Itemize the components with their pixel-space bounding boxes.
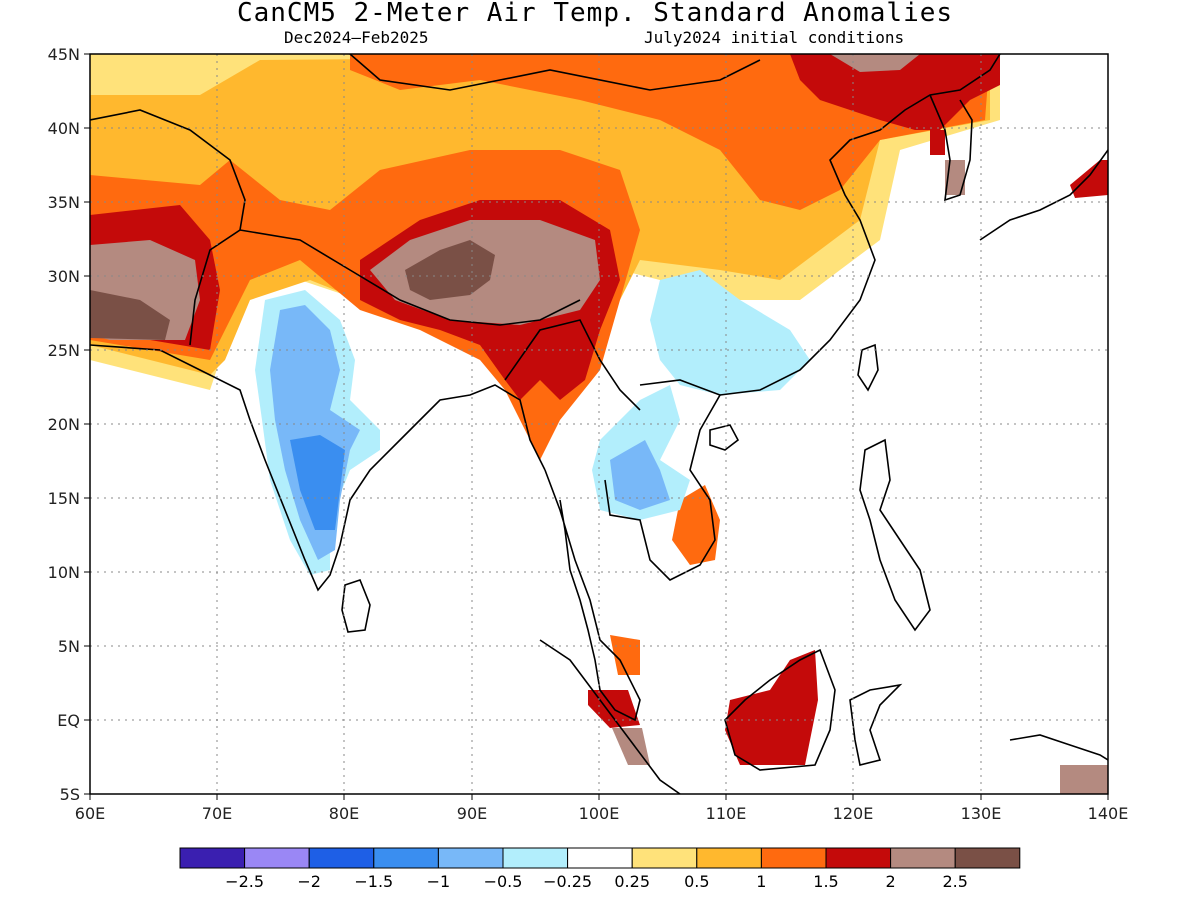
lat-tick-label: 45N <box>48 45 80 64</box>
colorbar-swatch <box>373 847 439 869</box>
coastline-sulawesi <box>849 683 903 766</box>
map-title: CanCM5 2-Meter Air Temp. Standard Anomal… <box>236 0 954 28</box>
anomaly-region-lightcyan-china <box>650 270 810 395</box>
colorbar-swatch <box>437 847 504 869</box>
lon-tick-label: 130E <box>961 804 1002 823</box>
coastline-korea <box>929 94 973 202</box>
coastline-india <box>90 344 546 592</box>
anomaly-region-orange-malaya <box>610 635 640 675</box>
lon-tick-label: 110E <box>706 804 747 823</box>
anomaly-region-orange-vietnam <box>672 485 720 565</box>
lon-tick-label: 120E <box>833 804 874 823</box>
lat-tick-labels: 5S EQ 5N 10N 15N 20N 25N 30N 35N 40N 45N <box>48 45 80 804</box>
lat-tick-label: 5N <box>58 637 80 656</box>
colorbar-label: 0.5 <box>684 872 709 891</box>
lon-tick-label: 80E <box>329 804 359 823</box>
anomaly-region-brown-newguinea <box>1060 765 1108 794</box>
colorbar-swatch <box>308 847 375 869</box>
gridlines <box>90 54 1108 794</box>
lon-tick-label: 90E <box>457 804 487 823</box>
anomaly-region-darkbrown-west <box>90 290 170 340</box>
anomaly-region-red-borneo <box>725 650 818 765</box>
border-west <box>90 109 246 346</box>
anomaly-region-brown-sumatra <box>612 728 650 765</box>
initial-conditions-subtitle: July2024 initial conditions <box>644 28 905 47</box>
colorbar-label: −2 <box>297 872 321 891</box>
anomaly-region-brown-northeast <box>830 54 920 72</box>
anomaly-region-lightblue-indochina <box>610 440 670 510</box>
coastline-srilanka <box>341 579 371 633</box>
lat-tick-label: 25N <box>48 341 80 360</box>
anomaly-region-red-japan <box>1070 160 1108 198</box>
colorbar-label: −0.5 <box>484 872 523 891</box>
lon-tick-label: 100E <box>579 804 620 823</box>
colorbar-label: 1.5 <box>813 872 838 891</box>
coastline-china <box>719 54 1001 396</box>
colorbar-swatch <box>825 847 892 869</box>
lat-tick-label: 40N <box>48 119 80 138</box>
colorbar-label: −0.25 <box>543 872 592 891</box>
lat-tick-label: 10N <box>48 563 80 582</box>
lat-tick-label: 15N <box>48 489 80 508</box>
lat-tick-label: 5S <box>60 785 80 804</box>
coastlines <box>90 54 1108 794</box>
colorbar: −2.5 −2 −1.5 −1 −0.5 −0.25 0.25 0.5 1 1.5 2 2.5 <box>179 847 1021 891</box>
border-mongolia <box>349 54 761 91</box>
anomaly-region-red-northeast <box>790 54 1000 130</box>
colorbar-label: 0.25 <box>614 872 650 891</box>
colorbar-swatch <box>890 847 956 869</box>
period-subtitle: Dec2024–Feb2025 <box>284 28 429 47</box>
lon-tick-labels: 60E 70E 80E 90E 100E 110E 120E 130E 140E <box>75 804 1129 823</box>
lon-tick-label: 70E <box>202 804 232 823</box>
anomaly-region-brown-korea <box>945 160 965 195</box>
colorbar-label: 1 <box>756 872 766 891</box>
colorbar-swatch <box>631 847 698 869</box>
lat-tick-label: 30N <box>48 267 80 286</box>
coastline-borneo <box>724 648 836 771</box>
colorbar-swatch <box>179 847 246 869</box>
anomaly-region-red-korea <box>930 130 945 155</box>
lat-tick-label: 35N <box>48 193 80 212</box>
colorbar-label: 2.5 <box>942 872 967 891</box>
lon-tick-label: 140E <box>1088 804 1129 823</box>
coastline-newguinea <box>1009 734 1108 761</box>
lat-tick-label: 20N <box>48 415 80 434</box>
anomaly-region-blue-india <box>290 435 345 530</box>
lat-tick-label: EQ <box>57 711 80 730</box>
border-himalaya <box>239 229 581 326</box>
colorbar-label: −1.5 <box>354 872 393 891</box>
coastline-taiwan <box>857 343 879 392</box>
colorbar-swatch <box>502 847 569 869</box>
colorbar-label: 2 <box>886 872 896 891</box>
colorbar-swatch <box>244 847 310 869</box>
colorbar-label: −1 <box>427 872 451 891</box>
coastline-hainan <box>709 424 740 451</box>
lon-tick-label: 60E <box>75 804 105 823</box>
tick-marks <box>84 53 1109 800</box>
colorbar-label: −2.5 <box>225 872 264 891</box>
colorbar-swatch <box>567 847 633 869</box>
coastline-philippines <box>859 438 931 632</box>
colorbar-swatch <box>954 847 1021 869</box>
border-indochina <box>504 319 641 411</box>
colorbar-swatch <box>760 847 827 869</box>
coastline-japan <box>979 149 1108 241</box>
colorbar-swatch <box>696 847 762 869</box>
coastline-indochina <box>544 469 641 722</box>
